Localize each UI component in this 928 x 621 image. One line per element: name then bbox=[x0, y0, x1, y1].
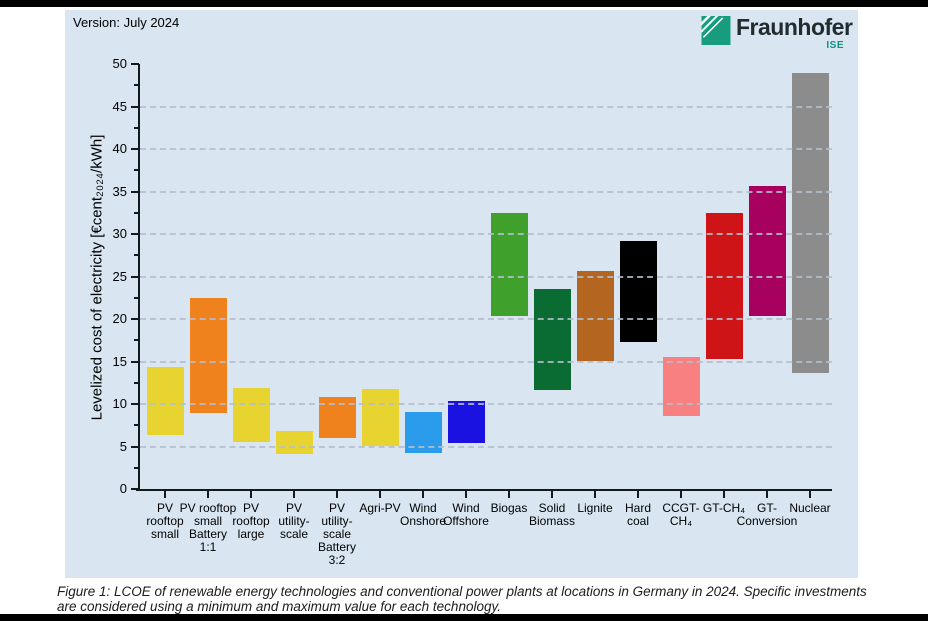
bar-gt-ch- bbox=[705, 212, 743, 359]
y-axis-minor-tick bbox=[134, 211, 139, 214]
x-axis-tick bbox=[164, 491, 166, 498]
bar-wind-offshore bbox=[447, 401, 485, 444]
x-axis-tick bbox=[422, 491, 424, 498]
x-axis-tick bbox=[551, 491, 553, 498]
y-axis-tick-label: 20 bbox=[112, 311, 127, 326]
fraunhofer-logo: Fraunhofer ISE bbox=[698, 13, 853, 55]
y-axis-major-tick bbox=[131, 445, 139, 448]
category-label: GT-CH₄ bbox=[702, 501, 746, 515]
category-label: PV utility-scale bbox=[278, 501, 310, 541]
y-axis-major-tick bbox=[131, 63, 139, 65]
plot-area: 0 5 10 15 20 25 30 35 40 45 50 PV rooftop small PV roo… bbox=[65, 10, 858, 578]
y-axis-minor-tick bbox=[134, 381, 139, 384]
y-axis-minor-tick bbox=[134, 296, 139, 299]
bar-wind-onshore bbox=[404, 411, 442, 454]
y-axis-major-tick bbox=[131, 190, 139, 193]
fraunhofer-institute-label: ISE bbox=[826, 40, 844, 51]
bar-nuclear bbox=[791, 73, 829, 374]
x-axis-tick bbox=[809, 491, 811, 498]
top-border-bar bbox=[0, 0, 928, 7]
bar-pv-rooftop-small-battery-1-1 bbox=[189, 297, 227, 413]
bar-hard-coal bbox=[619, 240, 657, 342]
category-label: PV rooftop small Battery 1:1 bbox=[179, 501, 237, 554]
x-axis-tick bbox=[379, 491, 381, 498]
category-label: PV rooftop small bbox=[146, 501, 184, 541]
gridline-15 bbox=[140, 360, 832, 363]
version-label: Version: July 2024 bbox=[73, 15, 180, 30]
y-axis-minor-tick bbox=[134, 126, 139, 129]
y-axis-minor-tick bbox=[134, 339, 139, 342]
y-axis-tick-label: 40 bbox=[112, 141, 127, 156]
category-label: Agri-PV bbox=[359, 501, 401, 515]
bottom-border-bar bbox=[0, 614, 928, 621]
x-axis-tick bbox=[293, 491, 295, 498]
figure-caption: Figure 1: LCOE of renewable energy techn… bbox=[57, 584, 867, 614]
x-axis-tick bbox=[723, 491, 725, 498]
x-axis-tick bbox=[250, 491, 252, 498]
x-axis-tick bbox=[680, 491, 682, 498]
y-axis-major-tick bbox=[131, 488, 139, 490]
x-axis-tick bbox=[336, 491, 338, 498]
y-axis-line bbox=[138, 64, 140, 491]
category-label: CCGT- CH₄ bbox=[662, 501, 700, 528]
y-axis-major-tick bbox=[131, 233, 139, 235]
y-axis-minor-tick bbox=[134, 84, 139, 87]
bar-pv-rooftop-large bbox=[232, 387, 270, 443]
category-label: Nuclear bbox=[789, 501, 831, 515]
fraunhofer-logo-icon bbox=[701, 16, 731, 45]
y-axis-minor-tick bbox=[134, 424, 139, 427]
y-axis-tick-label: 10 bbox=[112, 396, 127, 411]
y-axis-tick-label: 25 bbox=[112, 268, 127, 284]
y-axis-tick-label: 35 bbox=[112, 183, 127, 199]
x-axis-tick bbox=[637, 491, 639, 498]
y-axis-tick-label: 45 bbox=[112, 98, 127, 114]
y-axis-tick-label: 5 bbox=[119, 438, 127, 454]
category-label: Lignite bbox=[577, 501, 613, 515]
x-axis-tick bbox=[508, 491, 510, 498]
x-axis-line bbox=[136, 489, 832, 491]
category-label: Wind Onshore bbox=[399, 501, 447, 528]
bar-biogas bbox=[490, 212, 528, 317]
category-label: Wind Offshore bbox=[443, 501, 489, 528]
gridline-35 bbox=[140, 190, 832, 193]
x-axis-tick bbox=[465, 491, 467, 498]
category-label: Hard coal bbox=[624, 501, 651, 528]
y-axis-tick-label: 30 bbox=[112, 226, 127, 241]
y-axis-major-tick bbox=[131, 148, 139, 150]
y-axis-major-tick bbox=[131, 318, 139, 320]
gridline-45 bbox=[140, 105, 832, 108]
y-axis-tick-label: 0 bbox=[119, 481, 127, 496]
y-axis-major-tick bbox=[131, 403, 139, 405]
bar-gt-conversion bbox=[748, 186, 786, 316]
category-label: PV utility-scale Battery 3:2 bbox=[317, 501, 356, 567]
bar-lignite bbox=[576, 270, 614, 361]
bar-pv-utility-scale-battery-3-2 bbox=[318, 397, 356, 438]
bar-pv-rooftop-small bbox=[146, 366, 184, 435]
y-axis-major-tick bbox=[131, 105, 139, 108]
bar-solid-biomass bbox=[533, 289, 571, 391]
gridline-40 bbox=[140, 148, 832, 150]
category-label: GT- Conversion bbox=[736, 501, 798, 528]
y-axis-major-tick bbox=[131, 360, 139, 363]
category-label: Solid Biomass bbox=[528, 501, 575, 528]
x-axis-tick bbox=[766, 491, 768, 498]
y-axis-minor-tick bbox=[134, 169, 139, 172]
y-axis-tick-label: 50 bbox=[112, 56, 127, 71]
bar-agri-pv bbox=[361, 388, 399, 446]
bar-pv-utility-scale bbox=[275, 431, 313, 455]
y-axis-major-tick bbox=[131, 275, 139, 278]
gridline-5 bbox=[140, 445, 832, 448]
y-axis-minor-tick bbox=[134, 466, 139, 469]
x-axis-tick bbox=[594, 491, 596, 498]
category-label: PV rooftop large bbox=[232, 501, 270, 541]
fraunhofer-wordmark: Fraunhofer bbox=[736, 14, 853, 40]
y-axis-tick-label: 15 bbox=[112, 353, 127, 369]
x-axis-tick bbox=[207, 491, 209, 498]
category-label: Biogas bbox=[490, 501, 528, 515]
bar-ccgt-ch- bbox=[662, 357, 700, 416]
y-axis-minor-tick bbox=[134, 254, 139, 257]
chart-panel: Version: July 2024 Fraunhofer ISE Leveli… bbox=[65, 10, 858, 578]
